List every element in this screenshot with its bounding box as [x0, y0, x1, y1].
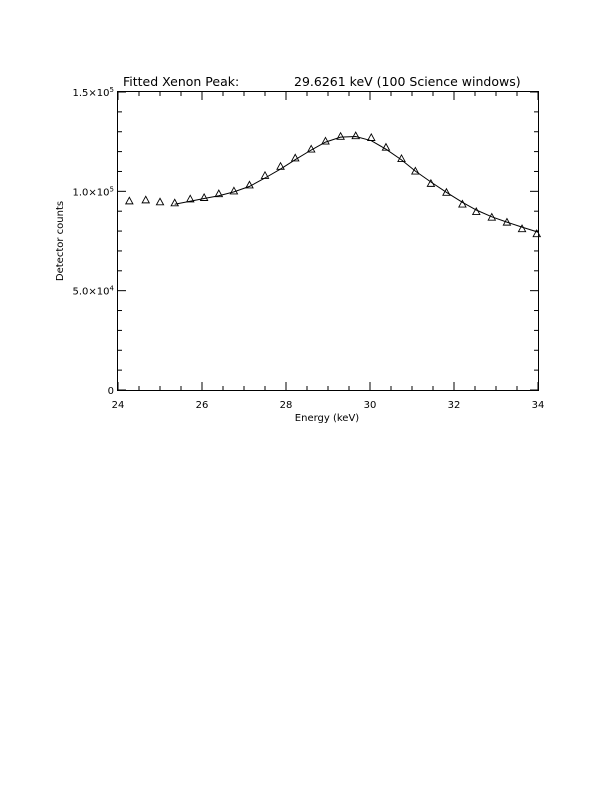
- data-point: [141, 195, 151, 204]
- x-tick-label: 30: [364, 400, 377, 411]
- x-tick-label: 28: [280, 400, 293, 411]
- data-point: [170, 198, 180, 207]
- y-tick-labels: 0 5.0×104 1.0×105 1.5×105: [73, 86, 115, 397]
- data-point: [199, 192, 209, 201]
- data-point: [471, 207, 481, 216]
- x-tick-label: 24: [112, 400, 125, 411]
- data-point: [260, 170, 270, 179]
- data-point: [214, 189, 224, 198]
- data-point: [502, 217, 512, 226]
- data-point: [411, 166, 420, 175]
- data-point: [442, 187, 451, 196]
- data-point: [155, 197, 165, 206]
- y-tick-label: 1.5×105: [73, 86, 114, 99]
- chart-title-left: Fitted Xenon Peak:: [123, 74, 239, 89]
- axis-ticks: [117, 91, 539, 391]
- data-point: [290, 153, 300, 162]
- data-point: [487, 212, 497, 221]
- data-point: [306, 144, 316, 153]
- data-point: [366, 132, 376, 141]
- data-point: [532, 229, 542, 238]
- data-point: [397, 154, 406, 163]
- plot-frame: [117, 91, 539, 391]
- data-point: [185, 194, 195, 203]
- data-point: [381, 142, 391, 151]
- data-point: [321, 136, 330, 145]
- data-markers: [124, 131, 542, 238]
- data-point: [245, 180, 254, 189]
- chart-title-right: 29.6261 keV (100 Science windows): [294, 74, 521, 89]
- data-point: [426, 178, 436, 187]
- data-point: [458, 199, 467, 208]
- data-point: [517, 224, 527, 233]
- y-tick-label: 5.0×104: [73, 285, 115, 298]
- x-axis-label: Energy (keV): [295, 413, 360, 424]
- data-point: [229, 186, 239, 195]
- data-point: [276, 161, 285, 170]
- x-tick-label: 26: [196, 400, 209, 411]
- y-tick-label: 1.0×105: [73, 185, 114, 198]
- x-tick-label: 34: [532, 400, 545, 411]
- data-point: [336, 131, 345, 140]
- data-point: [351, 131, 361, 140]
- y-axis-label: Detector counts: [55, 201, 66, 281]
- y-tick-label: 0: [108, 386, 114, 397]
- x-tick-labels: 24 26 28 30 32 34: [112, 400, 545, 411]
- fit-curve: [174, 135, 539, 233]
- x-tick-label: 32: [448, 400, 461, 411]
- data-point: [124, 196, 134, 205]
